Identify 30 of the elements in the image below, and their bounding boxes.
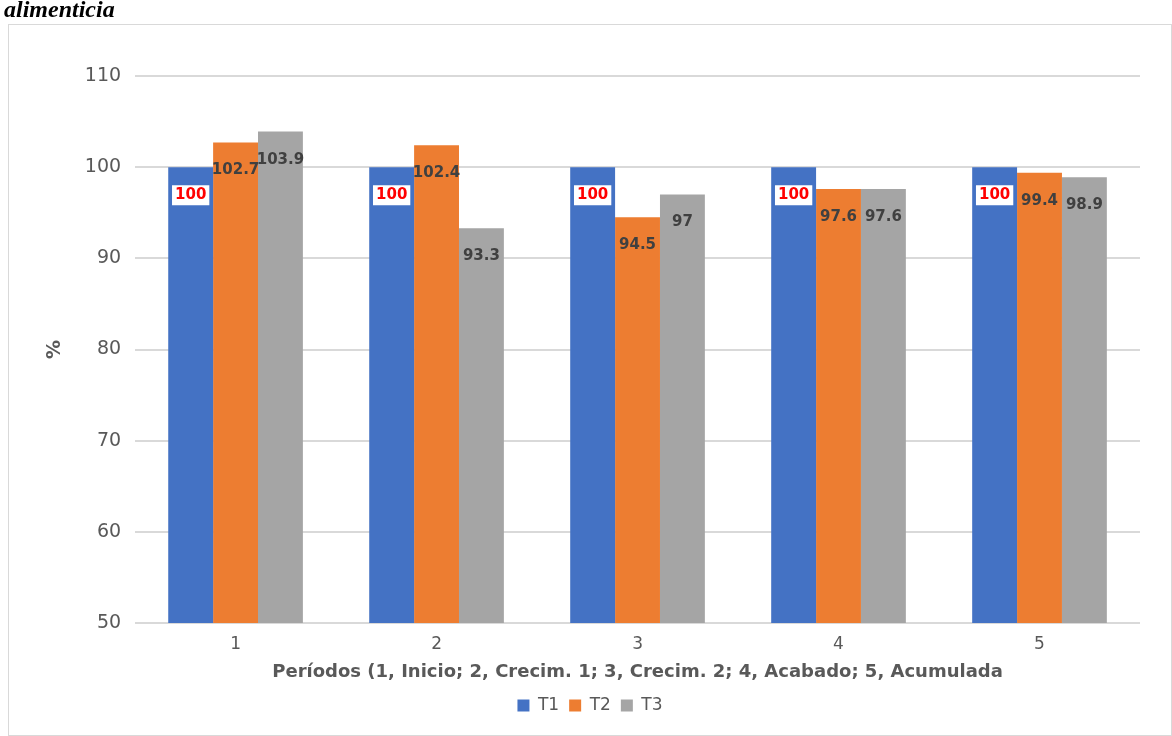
data-label: 100 (376, 185, 408, 204)
y-tick-label: 70 (96, 427, 122, 450)
y-tick-label: 80 (96, 336, 122, 359)
data-label: 94.5 (619, 235, 657, 254)
data-label: 100 (777, 185, 810, 204)
data-label: 97.6 (864, 206, 902, 225)
data-label: 100 (978, 185, 1011, 204)
data-label: 98.9 (1065, 195, 1103, 214)
legend-label: T3 (640, 693, 663, 714)
x-tick-label: 5 (1034, 632, 1045, 653)
data-label: 99.4 (1021, 190, 1059, 209)
chart-title: alimenticia (4, 0, 115, 23)
legend-label: T1 (536, 693, 560, 714)
data-label: 97 (671, 212, 693, 231)
x-tick-label: 2 (431, 632, 442, 653)
data-label: 93.3 (462, 246, 500, 265)
y-axis-title: % (42, 339, 65, 360)
data-label: 97.6 (820, 206, 858, 225)
x-axis-title: Períodos (1, Inicio; 2, Crecim. 1; 3, Crecim. 2; 4, Acabado; 5, Acumulada (272, 659, 1003, 681)
x-tick-label: 3 (632, 632, 643, 653)
y-tick-label: 90 (96, 245, 122, 268)
y-tick-label: 100 (84, 154, 122, 177)
y-tick-label: 60 (96, 518, 122, 541)
y-tick-label: 110 (84, 62, 122, 85)
data-label: 100 (175, 185, 207, 204)
data-label: 100 (576, 185, 609, 204)
x-tick-label: 1 (230, 632, 241, 653)
x-tick-label: 4 (833, 632, 844, 653)
y-tick-label: 50 (96, 609, 122, 632)
legend-label: T2 (588, 693, 611, 714)
